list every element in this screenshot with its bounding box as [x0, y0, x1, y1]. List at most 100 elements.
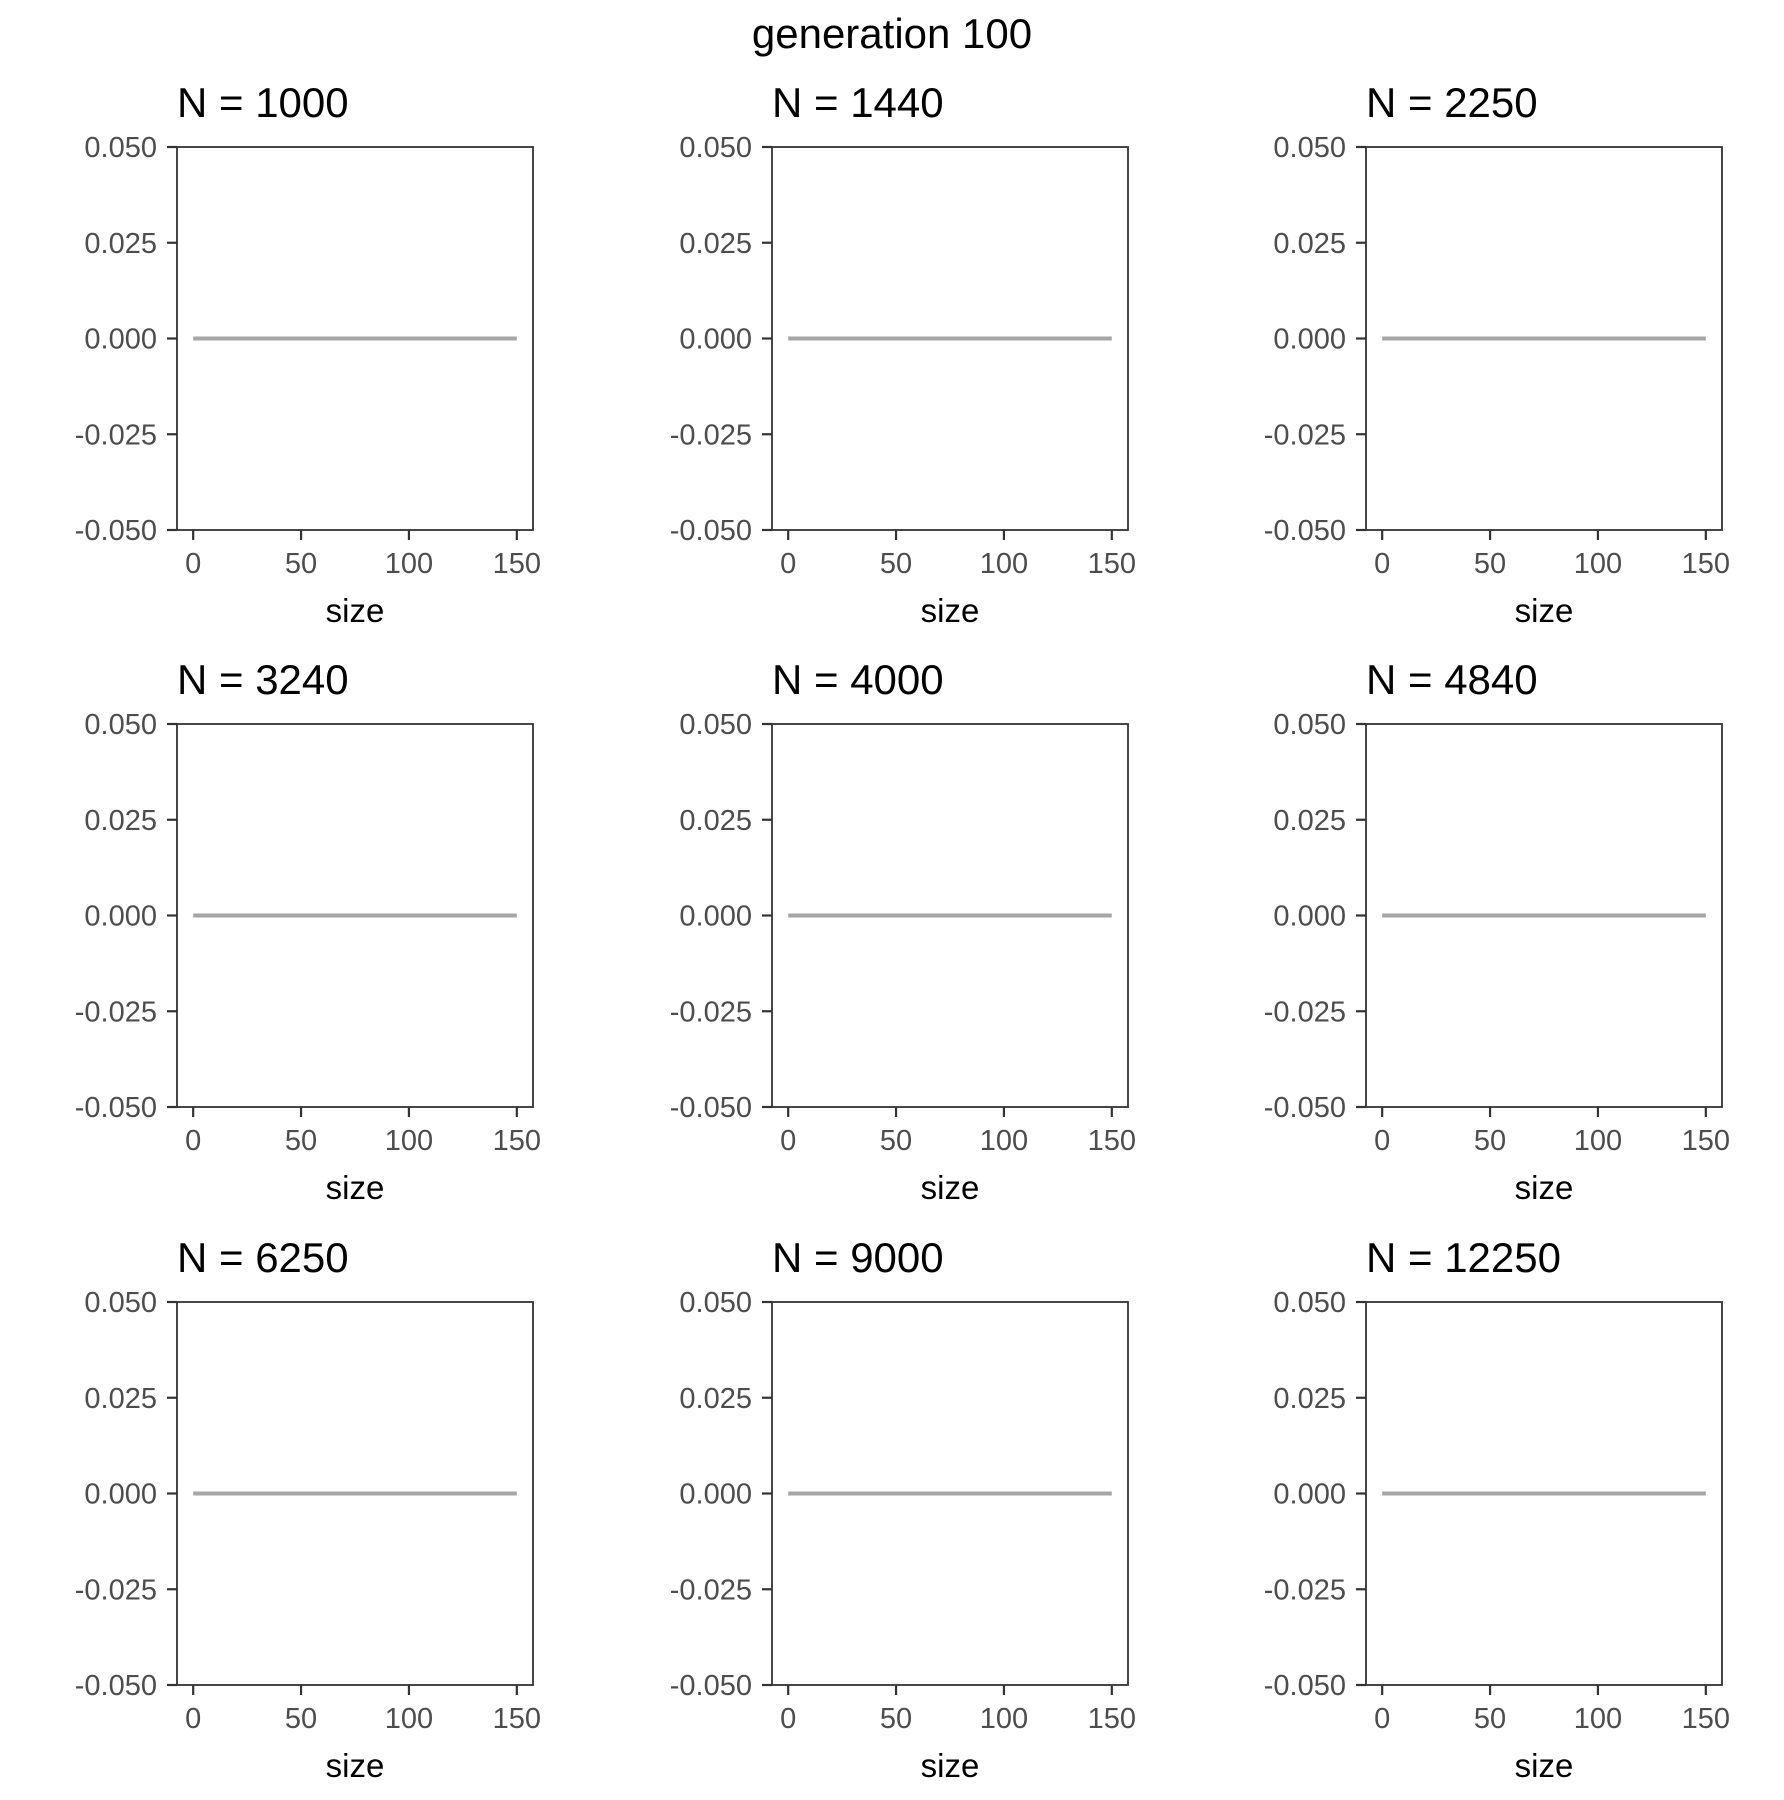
y-tick-label: -0.050 — [75, 1670, 157, 1702]
x-tick-label: 150 — [1088, 548, 1136, 580]
x-tick-label: 100 — [1574, 1703, 1622, 1735]
x-tick-label: 150 — [1682, 1703, 1730, 1735]
y-tick-label: 0.000 — [84, 901, 157, 933]
y-tick-label: 0.050 — [679, 1287, 752, 1319]
x-tick-label: 50 — [1474, 548, 1506, 580]
y-tick-label: -0.050 — [75, 1092, 157, 1124]
y-tick-label: -0.050 — [1264, 1092, 1346, 1124]
panel: N = 12250 0.050 0.025 0.000 -0.025 -0.050 0 50 1… — [1264, 1234, 1730, 1784]
x-tick-label: 100 — [385, 1125, 433, 1157]
panel-title: N = 6250 — [177, 1234, 349, 1281]
x-tick-label: 50 — [880, 1703, 912, 1735]
y-tick-label: -0.025 — [75, 419, 157, 451]
x-tick-label: 100 — [980, 1125, 1028, 1157]
x-tick-label: 0 — [1374, 1703, 1390, 1735]
y-tick-label: 0.000 — [679, 324, 752, 356]
x-tick-label: 50 — [285, 548, 317, 580]
panel: N = 4000 0.050 0.025 0.000 -0.025 -0.050 0 50 10… — [670, 656, 1136, 1206]
x-tick-label: 50 — [1474, 1125, 1506, 1157]
x-tick-label: 0 — [780, 548, 796, 580]
x-tick-label: 150 — [493, 1125, 541, 1157]
x-tick-label: 100 — [980, 1703, 1028, 1735]
x-tick-label: 150 — [1088, 1125, 1136, 1157]
y-tick-label: 0.025 — [84, 228, 157, 260]
y-tick-label: 0.025 — [84, 805, 157, 837]
x-tick-label: 0 — [185, 1125, 201, 1157]
y-tick-label: 0.050 — [1273, 709, 1346, 741]
y-tick-label: 0.025 — [84, 1383, 157, 1415]
y-tick-label: -0.050 — [670, 1092, 752, 1124]
panel-title: N = 4000 — [772, 656, 944, 703]
figure-title: generation 100 — [752, 10, 1032, 57]
panel-title: N = 3240 — [177, 656, 349, 703]
x-axis-label: size — [921, 1169, 980, 1206]
y-tick-label: 0.025 — [1273, 228, 1346, 260]
y-tick-label: 0.050 — [84, 709, 157, 741]
x-tick-label: 150 — [1088, 1703, 1136, 1735]
y-tick-label: 0.025 — [1273, 805, 1346, 837]
panel: N = 3240 0.050 0.025 0.000 -0.025 -0.050 0 50 10… — [75, 656, 541, 1206]
y-tick-label: -0.025 — [1264, 996, 1346, 1028]
x-axis-label: size — [921, 592, 980, 629]
y-tick-label: 0.050 — [84, 132, 157, 164]
x-tick-label: 100 — [1574, 548, 1622, 580]
x-axis-label: size — [326, 1747, 385, 1784]
y-tick-label: -0.025 — [75, 1574, 157, 1606]
x-tick-label: 0 — [1374, 1125, 1390, 1157]
y-tick-label: -0.025 — [1264, 419, 1346, 451]
x-tick-label: 100 — [385, 548, 433, 580]
y-tick-label: 0.000 — [1273, 324, 1346, 356]
y-tick-label: -0.025 — [670, 419, 752, 451]
panel: N = 1440 0.050 0.025 0.000 -0.025 -0.050 0 50 10… — [670, 79, 1136, 629]
y-tick-label: -0.050 — [670, 1670, 752, 1702]
y-tick-label: 0.025 — [679, 805, 752, 837]
x-tick-label: 0 — [780, 1703, 796, 1735]
panel-title: N = 2250 — [1366, 79, 1538, 126]
panel-title: N = 1000 — [177, 79, 349, 126]
y-tick-label: 0.025 — [679, 228, 752, 260]
y-tick-label: 0.000 — [84, 324, 157, 356]
y-tick-label: -0.025 — [1264, 1574, 1346, 1606]
y-tick-label: -0.050 — [75, 515, 157, 547]
x-tick-label: 50 — [880, 1125, 912, 1157]
panel: N = 1000 0.050 0.025 0.000 -0.025 -0.050 0 50 10… — [75, 79, 541, 629]
y-tick-label: -0.050 — [670, 515, 752, 547]
y-tick-label: 0.025 — [1273, 1383, 1346, 1415]
panel-grid: N = 1000 0.050 0.025 0.000 -0.025 -0.050 0 50 10… — [75, 79, 1730, 1784]
y-tick-label: 0.000 — [679, 901, 752, 933]
y-tick-label: 0.050 — [679, 132, 752, 164]
panel: N = 6250 0.050 0.025 0.000 -0.025 -0.050 0 50 10… — [75, 1234, 541, 1784]
panel-title: N = 12250 — [1366, 1234, 1561, 1281]
x-tick-label: 100 — [1574, 1125, 1622, 1157]
y-tick-label: 0.000 — [1273, 901, 1346, 933]
x-tick-label: 0 — [185, 1703, 201, 1735]
x-tick-label: 150 — [493, 548, 541, 580]
y-tick-label: -0.025 — [670, 996, 752, 1028]
y-tick-label: 0.000 — [84, 1479, 157, 1511]
x-tick-label: 100 — [385, 1703, 433, 1735]
x-tick-label: 100 — [980, 548, 1028, 580]
panel-title: N = 4840 — [1366, 656, 1538, 703]
x-tick-label: 50 — [285, 1703, 317, 1735]
x-axis-label: size — [1515, 592, 1574, 629]
x-axis-label: size — [1515, 1169, 1574, 1206]
panel: N = 4840 0.050 0.025 0.000 -0.025 -0.050 0 50 10… — [1264, 656, 1730, 1206]
y-tick-label: 0.050 — [84, 1287, 157, 1319]
x-tick-label: 0 — [1374, 548, 1390, 580]
panel-title: N = 1440 — [772, 79, 944, 126]
y-tick-label: 0.000 — [679, 1479, 752, 1511]
panel: N = 9000 0.050 0.025 0.000 -0.025 -0.050 0 50 10… — [670, 1234, 1136, 1784]
x-tick-label: 0 — [780, 1125, 796, 1157]
y-tick-label: -0.025 — [75, 996, 157, 1028]
panel: N = 2250 0.050 0.025 0.000 -0.025 -0.050 0 50 10… — [1264, 79, 1730, 629]
y-tick-label: 0.025 — [679, 1383, 752, 1415]
x-tick-label: 150 — [1682, 1125, 1730, 1157]
x-tick-label: 0 — [185, 548, 201, 580]
panel-title: N = 9000 — [772, 1234, 944, 1281]
y-tick-label: 0.050 — [1273, 132, 1346, 164]
y-tick-label: 0.050 — [1273, 1287, 1346, 1319]
x-axis-label: size — [326, 1169, 385, 1206]
y-tick-label: -0.050 — [1264, 1670, 1346, 1702]
y-tick-label: -0.025 — [670, 1574, 752, 1606]
